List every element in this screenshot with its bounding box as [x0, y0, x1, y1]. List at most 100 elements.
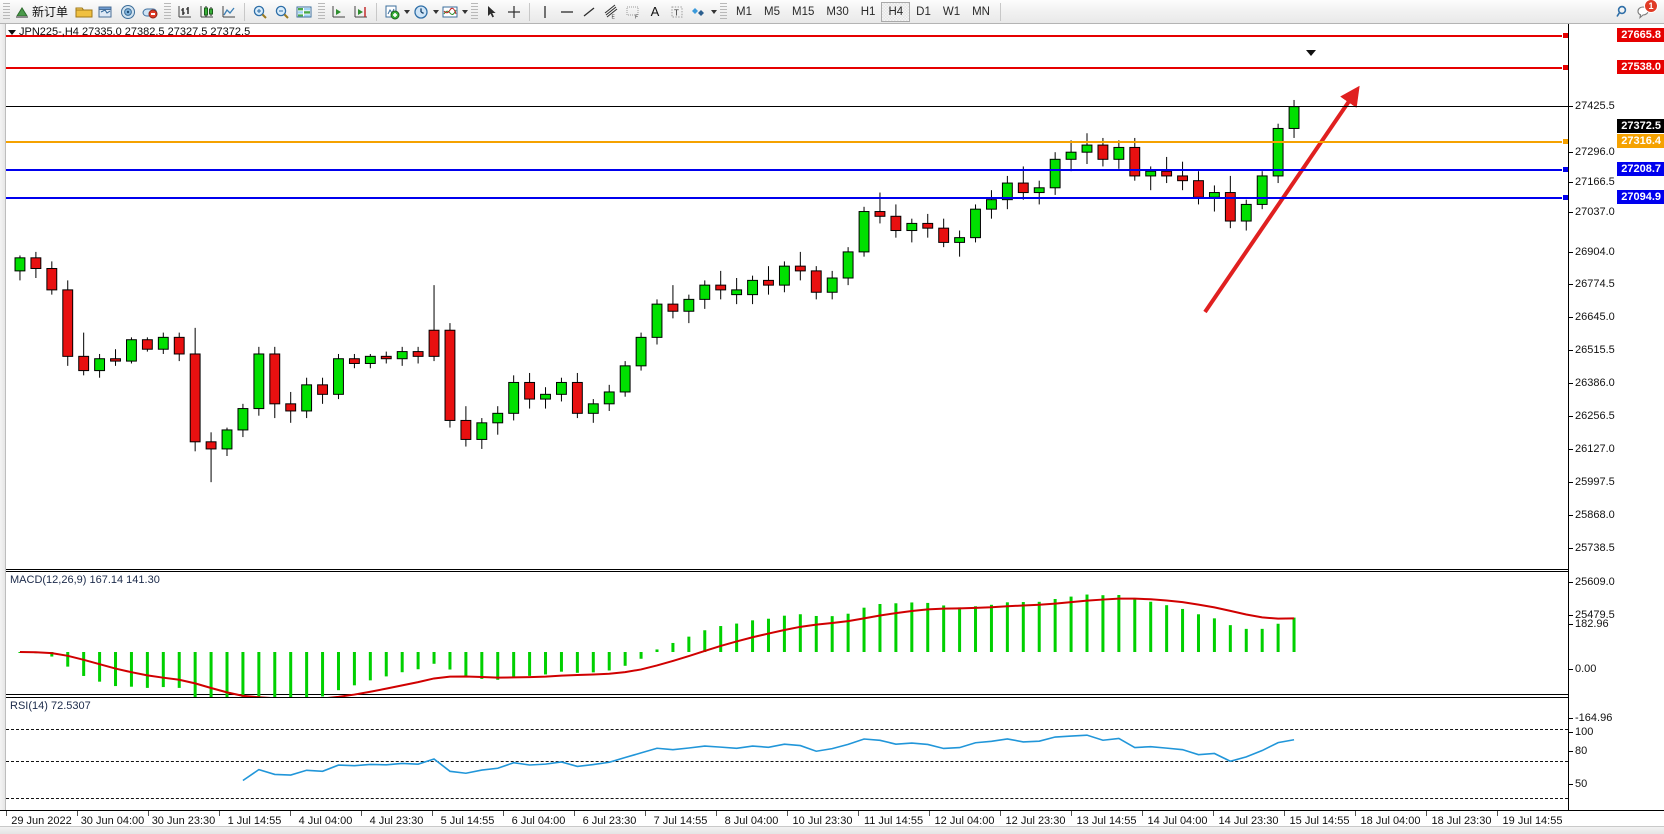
macd-histogram-bar: [703, 630, 707, 652]
hline-button[interactable]: [556, 1, 578, 23]
shift-end-icon: [354, 5, 368, 17]
candle-chart-button[interactable]: [196, 1, 218, 23]
toolbar-grip-4[interactable]: [471, 2, 479, 21]
price-tag-support-lower[interactable]: 27094.9: [1617, 190, 1664, 204]
candle-body: [970, 208, 981, 239]
period-caret-icon[interactable]: [433, 9, 440, 14]
folder-button[interactable]: [73, 1, 95, 23]
label-button[interactable]: T: [666, 1, 688, 23]
cursor-button[interactable]: [481, 1, 503, 23]
time-tick: [1284, 811, 1285, 816]
price-tag-support-upper[interactable]: 27208.7: [1617, 162, 1664, 176]
text-button[interactable]: A: [644, 1, 666, 23]
candle-body: [556, 381, 567, 395]
search-button[interactable]: [1612, 1, 1634, 23]
candle-body: [396, 351, 408, 360]
objects-caret-icon[interactable]: [711, 9, 718, 14]
period-button[interactable]: [410, 1, 432, 23]
timeframe-m15[interactable]: M15: [791, 5, 815, 18]
add-indicator-caret-icon[interactable]: [404, 9, 411, 14]
new-order-label: 新订单: [32, 5, 69, 19]
rsi-pane[interactable]: RSI(14) 72.5307: [6, 697, 1568, 810]
zoom-out-icon: [275, 5, 289, 19]
candle-body: [1065, 151, 1077, 160]
price-tag-resistance-lower[interactable]: 27538.0: [1617, 60, 1664, 74]
window-button[interactable]: [95, 1, 117, 23]
macd-histogram-bar: [1117, 595, 1121, 652]
vline-button[interactable]: [534, 1, 556, 23]
price-tag-current-price: 27372.5: [1617, 119, 1664, 133]
main-toolbar: 新订单: [0, 0, 1664, 24]
template-button[interactable]: [439, 1, 461, 23]
price-pane[interactable]: [6, 24, 1568, 570]
candle-body: [715, 284, 727, 291]
time-axis-label: 5 Jul 14:55: [440, 815, 495, 827]
new-order-button[interactable]: 新订单: [13, 1, 73, 23]
data-window-button[interactable]: [293, 1, 315, 23]
autotrade-button[interactable]: [139, 1, 161, 23]
candle-body: [173, 336, 185, 355]
candle-body: [1113, 146, 1125, 160]
timeframe-mn[interactable]: MN: [972, 5, 990, 18]
zoom-out-button[interactable]: [271, 1, 293, 23]
timeframe-w1[interactable]: W1: [942, 5, 961, 18]
shift-start-button[interactable]: [328, 1, 350, 23]
price-tick: 25868.0: [1569, 509, 1615, 521]
candle-body: [205, 441, 217, 450]
candle-body: [731, 289, 743, 296]
price-axis[interactable]: 27425.5 27296.0 27166.5 27037.0 26904.0 …: [1568, 24, 1664, 834]
chart-plot-area[interactable]: MACD(12,26,9) 167.14 141.30 RSI(14) 72.5…: [6, 24, 1568, 810]
navigator-button[interactable]: [117, 1, 139, 23]
objects-button[interactable]: [688, 1, 710, 23]
timeframe-d1[interactable]: D1: [916, 5, 931, 18]
macd-histogram-bar: [241, 652, 245, 710]
macd-histogram-bar: [751, 620, 755, 652]
macd-histogram-bar: [129, 652, 133, 687]
zoom-in-button[interactable]: [249, 1, 271, 23]
shift-end-button[interactable]: [350, 1, 372, 23]
chat-button[interactable]: 1: [1634, 0, 1658, 23]
timeframe-m5[interactable]: M5: [764, 5, 780, 18]
toolbar-grip-2[interactable]: [164, 2, 172, 21]
svg-text:T: T: [674, 8, 679, 17]
fibo-button[interactable]: E: [600, 1, 622, 23]
template-caret-icon[interactable]: [462, 9, 469, 14]
toolbar-grip-5[interactable]: [720, 2, 728, 21]
add-indicator-button[interactable]: [381, 1, 403, 23]
price-tag-ask[interactable]: 27316.4: [1617, 134, 1664, 148]
candle-body: [141, 339, 153, 350]
candle-body: [428, 329, 440, 357]
timeframe-h4[interactable]: H4: [881, 1, 911, 22]
macd-histogram-bar: [1149, 601, 1153, 652]
time-tick: [1355, 811, 1356, 816]
macd-histogram-bar: [782, 615, 786, 652]
period-clock-icon: [414, 4, 428, 19]
chart-menu-arrow-icon[interactable]: [8, 29, 16, 35]
macd-histogram-bar: [177, 652, 181, 688]
macd-histogram-bar: [273, 652, 277, 703]
crosshair-button[interactable]: [503, 1, 525, 23]
chart-scroll-caret-icon[interactable]: [1306, 50, 1316, 56]
equidistant-button[interactable]: F: [622, 1, 644, 23]
line-chart-button[interactable]: [218, 1, 240, 23]
macd-histogram-bar: [846, 613, 850, 652]
status-bar: [0, 826, 1664, 834]
bar-chart-button[interactable]: [174, 1, 196, 23]
time-tick: [1497, 811, 1498, 816]
toolbar-grip-3[interactable]: [318, 2, 326, 21]
time-axis-label: 12 Jul 04:00: [934, 815, 995, 827]
timeframe-h1[interactable]: H1: [860, 5, 876, 18]
cursor-icon: [488, 5, 496, 17]
timeframe-m1[interactable]: M1: [736, 5, 752, 18]
candle-body: [651, 303, 663, 338]
macd-histogram-bar: [368, 652, 372, 681]
toolbar-separator-2: [376, 2, 378, 21]
toolbar-grip[interactable]: [3, 2, 10, 21]
trendline-button[interactable]: [578, 1, 600, 23]
price-tag-resistance-upper[interactable]: 27665.8: [1617, 28, 1664, 42]
uptrend-arrow-annotation[interactable]: [6, 24, 1568, 570]
shift-start-icon: [332, 5, 346, 17]
timeframe-m30[interactable]: M30: [826, 5, 849, 18]
macd-histogram-bar: [512, 652, 516, 677]
macd-pane[interactable]: MACD(12,26,9) 167.14 141.30: [6, 571, 1568, 710]
